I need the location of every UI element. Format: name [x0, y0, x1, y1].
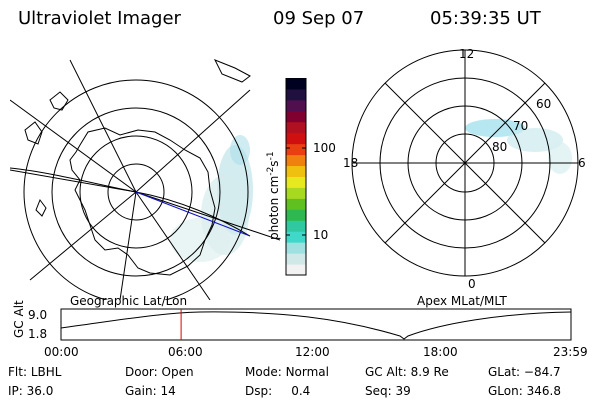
colorbar-cell: [286, 143, 306, 156]
timeline-xtick-0: 00:00: [44, 345, 79, 359]
ip-info: IP: 36.0: [8, 384, 54, 398]
mlt-label-0: 0: [468, 277, 476, 291]
instrument-title: Ultraviolet Imager: [18, 8, 181, 29]
colorbar-tick-10: 10: [313, 228, 329, 242]
colorbar-cell: [286, 220, 306, 232]
mlat-label-80: 80: [492, 140, 508, 154]
colorbar-cell: [286, 121, 306, 134]
colorbar-cell: [286, 231, 306, 243]
colorbar-cell: [286, 99, 306, 112]
geographic-map: [10, 59, 280, 300]
filter-info: Flt: LBHL: [8, 365, 62, 379]
timeline-xtick-3: 18:00: [423, 345, 458, 359]
colorbar-cell: [286, 209, 306, 221]
aurora-emission-mag: [465, 119, 572, 174]
intensity-colorbar: [285, 78, 307, 276]
colorbar-label: photon cm-2s-1: [266, 151, 281, 240]
orbit-altitude-timeline: [60, 308, 572, 341]
colorbar-cell: [286, 110, 306, 123]
mlat-label-70: 70: [513, 119, 529, 133]
aurora-emission: [170, 135, 253, 262]
colorbar-cell: [286, 78, 306, 90]
mlat-label-60: 60: [536, 97, 552, 111]
mlt-label-12: 12: [459, 47, 475, 61]
timeline-y-label: GC Alt: [12, 300, 26, 338]
colorbar-cell: [286, 187, 306, 199]
timeline-ytick-top: 9.0: [28, 308, 48, 322]
colorbar-cell: [286, 132, 306, 145]
dsp-info: Dsp: 0.4: [245, 384, 311, 398]
colorbar-cell: [286, 176, 306, 188]
mode-info: Mode: Normal: [245, 365, 329, 379]
colorbar-cell: [286, 264, 306, 276]
gc-alt-info: GC Alt: 8.9 Re: [365, 365, 449, 379]
magnetic-caption: Apex MLat/MLT: [417, 294, 507, 308]
time-label: 05:39:35 UT: [430, 8, 541, 29]
mlt-label-18: 18: [343, 156, 359, 170]
timeline-ytick-bottom: 1.8: [28, 327, 48, 341]
seq-info: Seq: 39: [365, 384, 411, 398]
colorbar-cell: [286, 165, 306, 177]
glon-info: GLon: 346.8: [488, 384, 561, 398]
magnetic-polar-plot: [351, 49, 579, 277]
timeline-xtick-2: 12:00: [295, 345, 330, 359]
date-label: 09 Sep 07: [273, 8, 365, 29]
mlt-label-6: 6: [578, 156, 586, 170]
colorbar-cell: [286, 88, 306, 101]
timeline-xtick-1: 06:00: [168, 345, 203, 359]
timeline-xtick-4: 23:59: [553, 345, 588, 359]
geographic-caption: Geographic Lat/Lon: [70, 294, 188, 308]
colorbar-cell: [286, 198, 306, 210]
colorbar-cell: [286, 242, 306, 254]
colorbar-cell: [286, 154, 306, 167]
gain-info: Gain: 14: [125, 384, 176, 398]
door-info: Door: Open: [125, 365, 194, 379]
colorbar-tick-100: 100: [313, 141, 336, 155]
glat-info: GLat: −84.7: [488, 365, 561, 379]
colorbar-cell: [286, 253, 306, 265]
